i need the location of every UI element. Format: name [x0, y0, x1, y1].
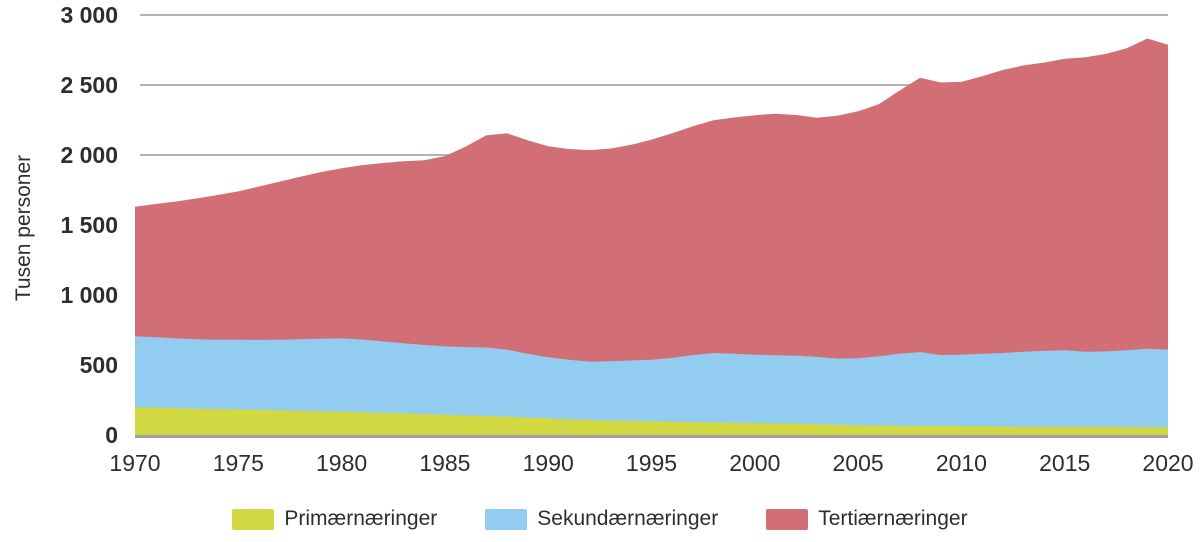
- x-tick-label-2015: 2015: [1039, 450, 1090, 476]
- legend-swatch-terti-rn-ringer: [766, 508, 809, 530]
- x-tick-label-1985: 1985: [419, 450, 470, 476]
- x-tick-label-1990: 1990: [523, 450, 574, 476]
- y-tick-label-2500: 2 500: [60, 72, 118, 98]
- legend-item-sekund-rn-ringer: Sekundærnæringer: [485, 507, 718, 531]
- x-tick-label-1995: 1995: [626, 450, 677, 476]
- legend-swatch-sekund-rn-ringer: [485, 508, 528, 530]
- x-tick-label-2005: 2005: [833, 450, 884, 476]
- legend-item-prim-rn-ringer: Primærnæringer: [232, 507, 437, 531]
- area-prim-rn-ringer: [135, 407, 1168, 435]
- y-tick-label-1000: 1 000: [60, 282, 118, 308]
- legend: Primærnæringer Sekundærnæringer Tertiærnær…: [0, 502, 1200, 536]
- y-tick-label-2000: 2 000: [60, 142, 118, 168]
- legend-label-terti-rn-ringer: Tertiærnæringer: [818, 507, 968, 530]
- area-terti-rn-ringer: [135, 38, 1168, 435]
- x-tick-label-1970: 1970: [109, 450, 160, 476]
- x-tick-label-1980: 1980: [316, 450, 367, 476]
- y-tick-label-1500: 1 500: [60, 212, 118, 238]
- x-tick-label-1975: 1975: [213, 450, 264, 476]
- legend-label-prim-rn-ringer: Primærnæringer: [284, 507, 438, 530]
- x-tick-label-2010: 2010: [936, 450, 987, 476]
- legend-swatch-prim-rn-ringer: [232, 508, 275, 530]
- legend-label-sekund-rn-ringer: Sekundærnæringer: [537, 507, 719, 530]
- y-tick-label-3000: 3 000: [60, 2, 118, 28]
- x-tick-label-2020: 2020: [1142, 450, 1193, 476]
- area-sekund-rn-ringer: [135, 336, 1168, 435]
- x-tick-label-2000: 2000: [729, 450, 780, 476]
- legend-item-terti-rn-ringer: Tertiærnæringer: [766, 507, 968, 531]
- y-tick-label-500: 500: [80, 352, 118, 378]
- plot-area: 0 500 1 000 1 500 2 000 2 500 3 000 1970 1975 198…: [60, 2, 1193, 476]
- y-tick-label-0: 0: [105, 422, 118, 448]
